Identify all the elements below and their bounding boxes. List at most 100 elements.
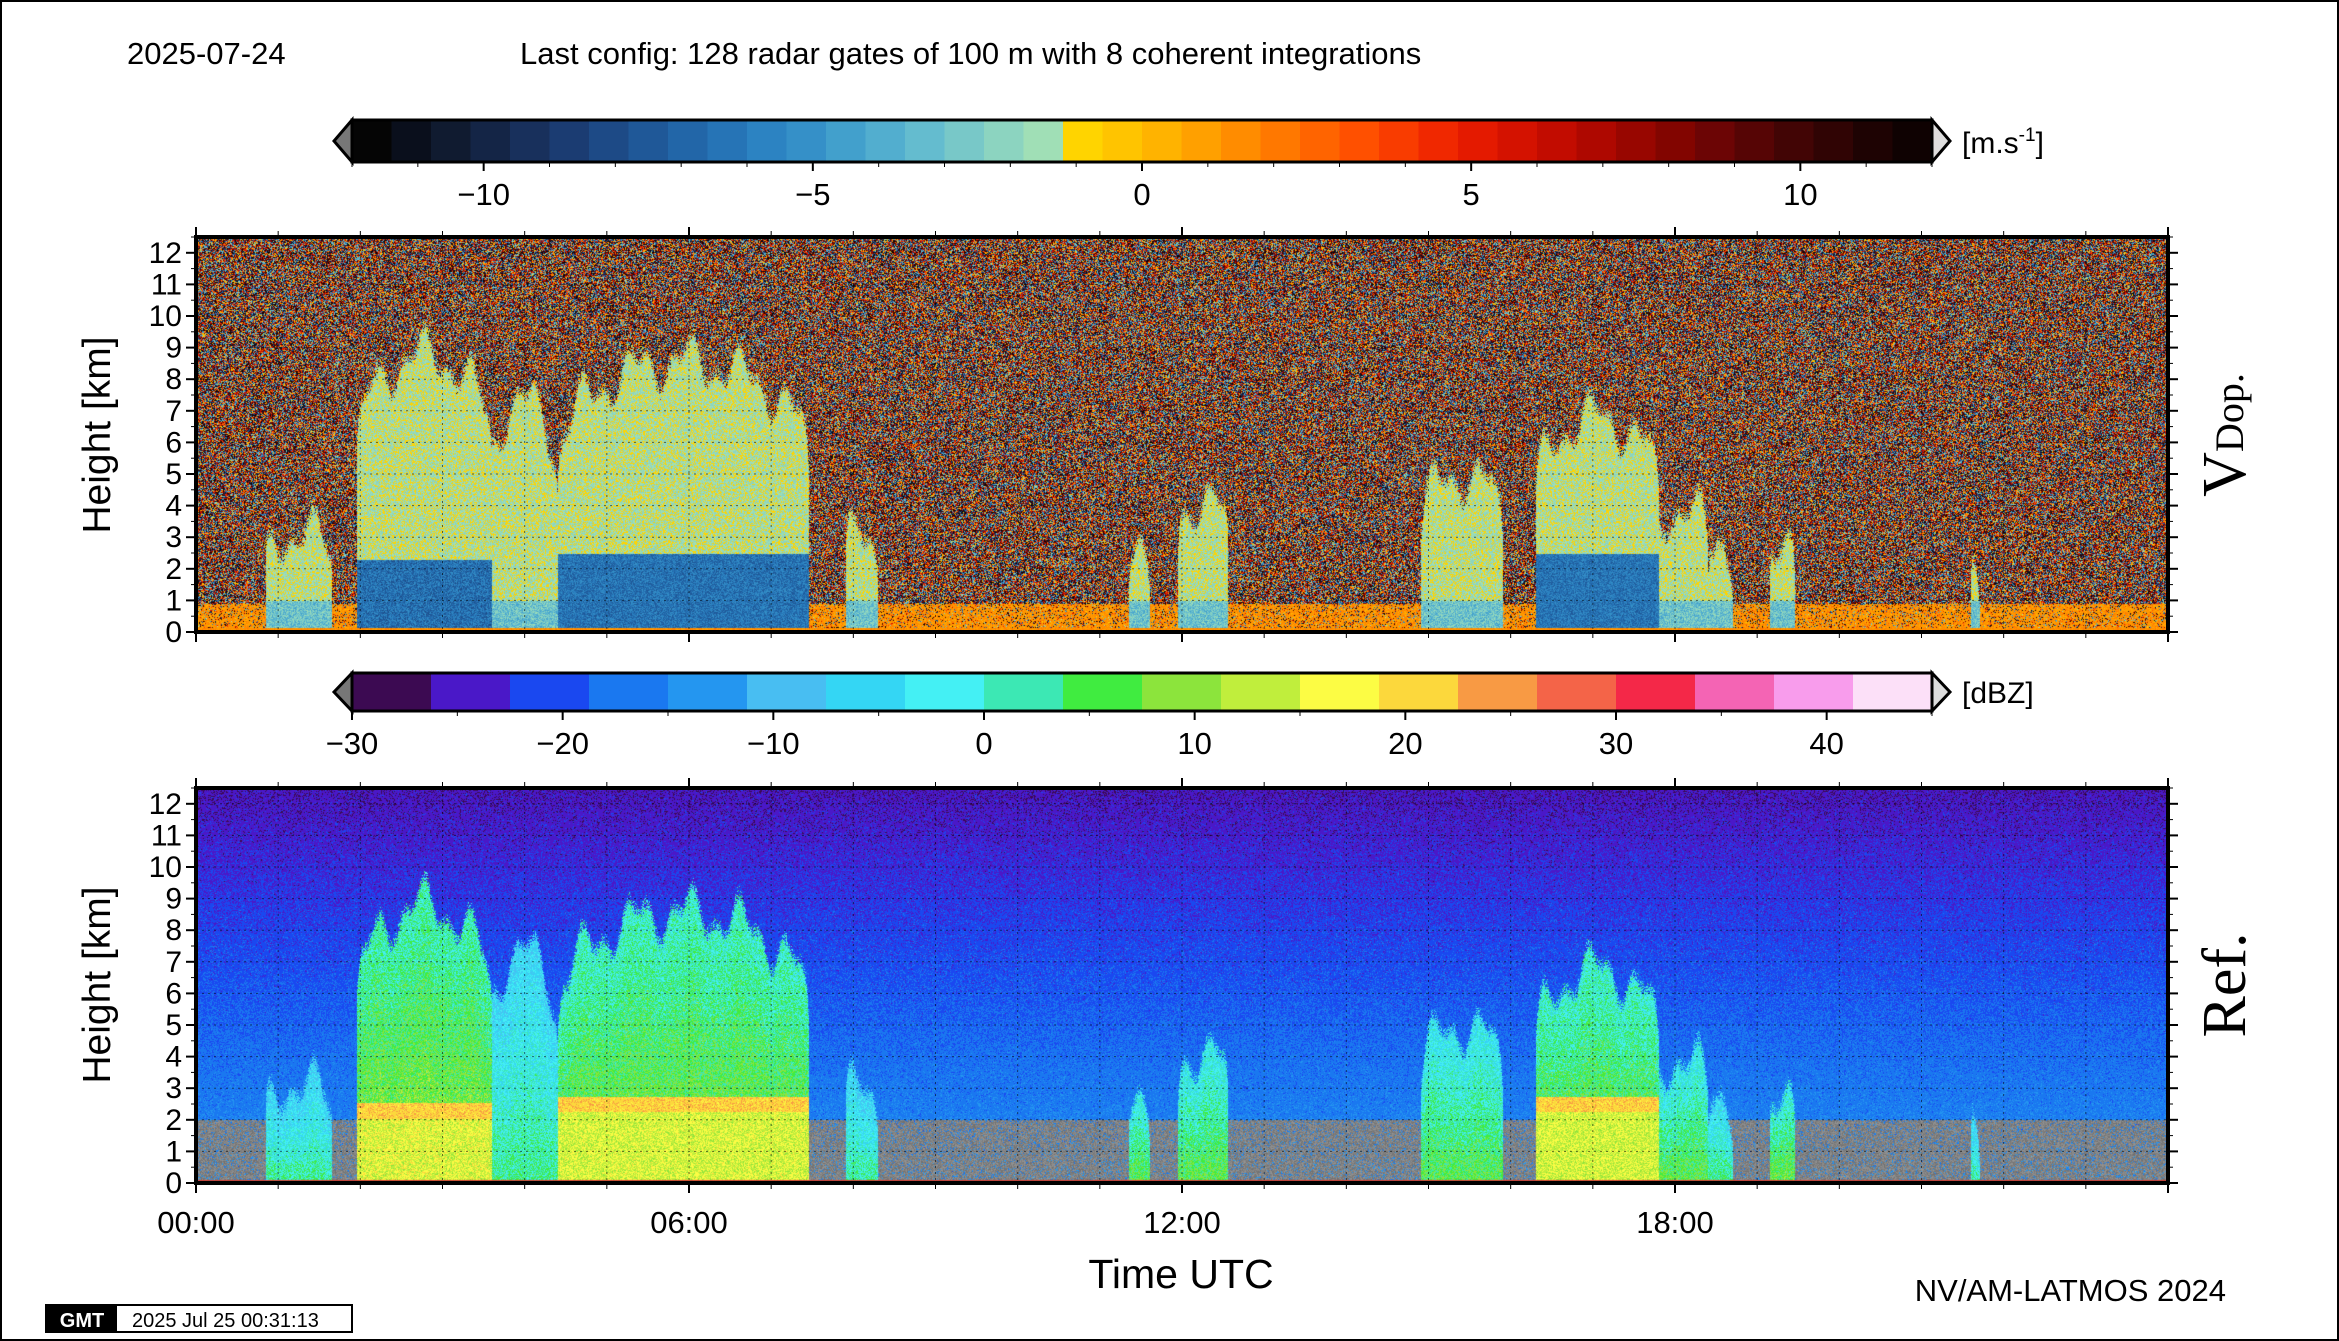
reflectivity-side-label: Ref. — [2191, 932, 2259, 1037]
cb2-cell — [1063, 673, 1143, 711]
p2-ytick-label: 5 — [165, 1009, 182, 1042]
config-label: Last config: 128 radar gates of 100 m wi… — [520, 36, 1421, 71]
cb2-tick-label: 10 — [1177, 726, 1211, 761]
cb1-cell — [431, 120, 472, 162]
p2-ytick-label: 11 — [151, 819, 182, 852]
doppler-colorbar-ticks: −10 −5 0 5 10 — [351, 162, 1933, 212]
cb1-cell — [1774, 120, 1815, 162]
cb1-cell — [1063, 120, 1104, 162]
cb1-cell — [1379, 120, 1420, 162]
gmt-logo-box — [47, 1306, 117, 1331]
cb1-cell — [1695, 120, 1736, 162]
cb2-cell — [352, 673, 432, 711]
cb1-cell — [1655, 120, 1696, 162]
cb1-cell — [1458, 120, 1499, 162]
cb2-cell — [1695, 673, 1775, 711]
cb2-cell — [905, 673, 985, 711]
doppler-colorbar-unit: [m.s-1] — [1962, 125, 2044, 160]
p2-ytick-label: 3 — [165, 1072, 182, 1105]
reflectivity-colorbar-unit: [dBZ] — [1962, 677, 2034, 710]
cb1-cell — [1023, 120, 1064, 162]
cb1-cell — [589, 120, 630, 162]
cb1-cell — [1142, 120, 1183, 162]
cb1-cell — [1892, 120, 1933, 162]
cb1-tick-label: 5 — [1463, 177, 1480, 212]
cb2-tick-label: 40 — [1809, 726, 1843, 761]
cb2-cell — [668, 673, 748, 711]
p2-xtick-label: 12:00 — [1143, 1205, 1221, 1240]
cb1-cell — [1537, 120, 1578, 162]
p2-ytick-label: 9 — [165, 883, 182, 916]
cb1-cell — [628, 120, 669, 162]
cb1-tick-label: −5 — [795, 177, 830, 212]
cb1-cell — [391, 120, 432, 162]
cb2-tick-label: 0 — [975, 726, 992, 761]
cb2-cell — [747, 673, 827, 711]
cb2-cell — [1221, 673, 1301, 711]
gmt-stamp: GMT 2025 Jul 25 00:31:13 — [45, 1304, 353, 1333]
p2-ytick-label: 6 — [165, 977, 182, 1010]
cb1-cell — [747, 120, 788, 162]
cb1-cell — [1734, 120, 1775, 162]
cb1-cell — [1221, 120, 1262, 162]
p2-xtick-label: 00:00 — [157, 1205, 235, 1240]
plot-timestamp: 2025 Jul 25 00:31:13 — [132, 1310, 319, 1332]
cb2-tick-label: −30 — [326, 726, 379, 761]
doppler-heatmap-container — [196, 237, 2168, 632]
x-axis-label: Time UTC — [1088, 1251, 1273, 1297]
cb2-cell — [826, 673, 906, 711]
cb1-cell — [1853, 120, 1894, 162]
doppler-colorbar: −10 −5 0 5 10 [m.s-1] — [332, 115, 2044, 212]
credit-label: NV/AM-LATMOS 2024 — [1915, 1273, 2226, 1308]
cb1-cell — [984, 120, 1025, 162]
reflectivity-colorbar-ticks: −30 −20 −10 0 10 20 30 40 — [326, 711, 1933, 761]
p2-ytick-label: 7 — [165, 946, 182, 979]
cb1-cell — [1418, 120, 1459, 162]
p2-xtick-label: 06:00 — [650, 1205, 728, 1240]
p1-ytick-label: 7 — [165, 395, 182, 428]
cb1-cell — [905, 120, 946, 162]
cb2-tick-label: −20 — [536, 726, 589, 761]
reflectivity-heatmap-container — [196, 788, 2168, 1183]
cb2-cell — [984, 673, 1064, 711]
p1-ytick-label: 11 — [151, 268, 182, 301]
cb1-tick-label: 0 — [1133, 177, 1150, 212]
cb2-cell — [1616, 673, 1696, 711]
p1-ytick-label: 9 — [165, 332, 182, 365]
cb2-cell — [510, 673, 590, 711]
cb1-tick-label: 10 — [1783, 177, 1817, 212]
p2-ytick-label: 1 — [165, 1135, 182, 1168]
cb2-cell — [1142, 673, 1222, 711]
cb1-cell — [944, 120, 985, 162]
p1-ytick-label: 10 — [149, 300, 182, 333]
reflectivity-colorbar-cells — [352, 673, 1933, 711]
reflectivity-heatmap — [196, 788, 2168, 1183]
cb2-cell — [1853, 673, 1933, 711]
doppler-x-ticks — [195, 227, 2169, 642]
cb1-cell — [1339, 120, 1380, 162]
p1-ytick-label: 3 — [165, 521, 182, 554]
p1-ytick-label: 6 — [165, 426, 182, 459]
p2-ytick-label: 2 — [165, 1104, 182, 1137]
doppler-colorbar-cells — [352, 120, 1933, 162]
p1-ytick-label: 2 — [165, 553, 182, 586]
reflectivity-gridlines — [196, 788, 2168, 1183]
cb1-cell — [668, 120, 709, 162]
p1-ytick-label: 4 — [165, 490, 182, 523]
p2-ytick-label: 12 — [149, 788, 182, 821]
cb1-cell — [1181, 120, 1222, 162]
cb2-cell — [1458, 673, 1538, 711]
p2-ytick-label: 10 — [149, 851, 182, 884]
date-label: 2025-07-24 — [127, 36, 286, 71]
cb2-cell — [1300, 673, 1380, 711]
cb1-cell — [1576, 120, 1617, 162]
cb1-cell — [510, 120, 551, 162]
reflectivity-x-ticks: 00:00 06:00 12:00 18:00 — [157, 778, 2169, 1240]
cb1-cell — [1300, 120, 1341, 162]
reflectivity-y-axis-label: Height [km] — [76, 886, 119, 1083]
cb2-cell — [589, 673, 669, 711]
